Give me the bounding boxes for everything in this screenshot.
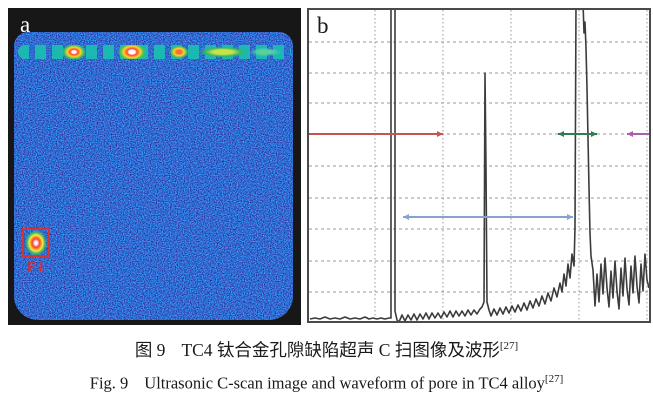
blue-gate-arrow <box>567 214 573 220</box>
cscan-speckle-texture <box>14 32 293 320</box>
defect-marker-box <box>22 228 50 257</box>
red-gate-arrow <box>437 131 443 137</box>
caption-chinese: 图 9 TC4 钛合金孔隙缺陷超声 C 扫图像及波形[27] <box>0 337 653 362</box>
cscan-panel: F1 a <box>8 8 301 325</box>
blue-gate-arrow <box>403 214 409 220</box>
caption-en-text: Ultrasonic C-scan image and waveform of … <box>144 373 545 393</box>
pore-defect-spot <box>25 230 47 256</box>
green-gate-arrow <box>591 131 597 137</box>
panel-b-label: b <box>317 13 329 38</box>
waveform-border <box>307 8 651 323</box>
waveform-panel: b <box>307 8 651 323</box>
purple-gate-arrow <box>627 131 633 137</box>
cscan-image: F1 <box>14 32 293 320</box>
caption-en-fig-label: Fig. 9 <box>89 373 129 393</box>
ascan-trace <box>309 8 650 323</box>
caption-zh-text: TC4 钛合金孔隙缺陷超声 C 扫图像及波形 <box>181 340 500 360</box>
caption-zh-fig-label: 图 9 <box>134 340 166 360</box>
caption-zh-reference: [27] <box>499 340 519 353</box>
ascan-waveform-chart <box>307 8 651 323</box>
caption-en-reference: [27] <box>544 373 564 385</box>
caption-english: Fig. 9 Ultrasonic C-scan image and wavefo… <box>0 373 653 394</box>
porosity-indication-band <box>18 45 291 59</box>
green-gate-arrow <box>558 131 564 137</box>
panel-a-label: a <box>20 12 31 37</box>
defect-label: F1 <box>27 260 47 275</box>
